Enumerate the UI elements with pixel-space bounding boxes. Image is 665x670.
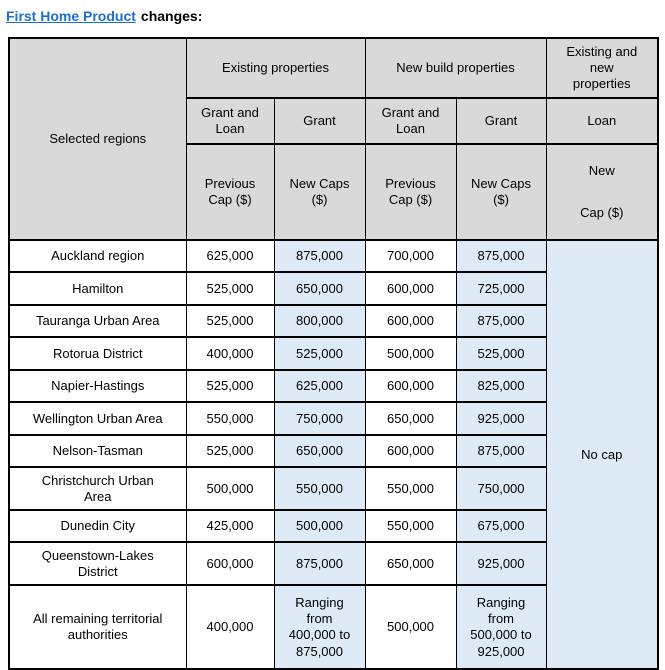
table-row-wellington: Wellington Urban Area 550,000 750,000 65… [8,401,658,437]
value-cell: 925,000 [455,401,547,437]
value-cell: 875,000 [273,541,366,587]
header-new-build-properties: New build properties [364,37,547,99]
region-name-cell: Napier-Hastings [8,369,187,404]
region-name-cell: Tauranga Urban Area [8,304,187,339]
header-existing-properties: Existing properties [185,37,366,99]
value-cell: 525,000 [273,336,366,372]
region-name-cell: Auckland region [8,239,187,274]
value-cell: 875,000 [455,304,547,339]
value-cell: 875,000 [455,434,547,469]
value-cell: 525,000 [455,336,547,372]
value-cell: 525,000 [185,271,275,307]
value-cell: 400,000 [185,336,275,372]
value-cell: 725,000 [455,271,547,307]
table-row-rotorua: Rotorua District 400,000 525,000 500,000… [8,336,658,372]
value-cell: 550,000 [364,466,457,512]
value-cell: 875,000 [273,239,366,274]
region-name-cell: Christchurch Urban Area [8,466,187,512]
value-cell: 550,000 [364,509,457,544]
value-cell: 700,000 [364,239,457,274]
value-cell: 925,000 [455,541,547,587]
value-cell: 650,000 [273,271,366,307]
value-cell: 500,000 [273,509,366,544]
value-cell: 525,000 [185,434,275,469]
title-suffix: changes: [140,8,203,24]
value-cell: 625,000 [273,369,366,404]
value-cell: 875,000 [455,239,547,274]
caps-table: Selected regions Existing properties New… [8,36,660,670]
table-row-auckland: Auckland region 625,000 875,000 700,000 … [8,239,659,670]
table-row-dunedin: Dunedin City 425,000 500,000 550,000 675… [8,509,658,544]
value-cell: 750,000 [455,466,547,512]
header-product-row: Grant and Loan Grant Grant and Loan Gran… [9,97,659,145]
value-cell: 650,000 [364,541,457,587]
value-cell: 500,000 [185,466,275,512]
header-existing-grant: Grant [273,97,366,145]
value-cell: 650,000 [364,401,457,437]
value-cell: 525,000 [185,369,275,404]
table-row-nelson-tasman: Nelson-Tasman 525,000 650,000 600,000 87… [8,434,658,469]
table-row-christchurch: Christchurch Urban Area 500,000 550,000 … [8,466,658,512]
value-cell: 550,000 [273,466,366,512]
value-cell: 800,000 [273,304,366,339]
header-existing-grant-new-caps: New Caps ($) [273,142,366,242]
value-cell: 600,000 [364,271,457,307]
value-cell: 550,000 [185,401,275,437]
region-name-cell: All remaining territorial authorities [8,584,187,670]
header-loan-new-cap-line2: Cap ($) [580,204,624,220]
header-selected-regions: Selected regions [8,36,187,242]
header-loan-new-cap: New Cap ($) [545,142,659,242]
value-cell: 525,000 [185,304,275,339]
region-name-cell: Rotorua District [8,336,187,372]
value-cell: Ranging from 400,000 to 875,000 [273,584,366,670]
header-existing-and-new-properties: Existing and new properties [545,37,659,99]
value-cell: 750,000 [273,401,366,437]
header-loan: Loan [545,97,659,145]
no-cap-cell: No cap [545,239,659,670]
value-cell: 825,000 [455,369,547,404]
header-loan-new-cap-line1: New [588,163,615,179]
region-name-cell: Hamilton [8,271,187,307]
table-row-hamilton: Hamilton 525,000 650,000 600,000 725,000 [8,271,658,307]
first-home-product-link[interactable]: First Home Product [6,8,136,24]
header-group-row: Selected regions Existing properties New… [8,36,659,242]
value-cell: 500,000 [364,336,457,372]
header-newbuild-grantloan-previous-cap: Previous Cap ($) [364,142,457,242]
value-cell: 425,000 [185,509,275,544]
table-row-queenstown-lakes: Queenstown-Lakes District 600,000 875,00… [8,541,658,587]
region-name-cell: Nelson-Tasman [8,434,187,469]
header-existing-and-new-properties-label: Existing and new properties [566,43,638,92]
page-title: First Home Product changes: [6,8,659,24]
value-cell: 675,000 [455,509,547,544]
region-name-cell: Dunedin City [8,509,187,544]
header-existing-grant-and-loan: Grant and Loan [185,97,275,145]
value-cell: 600,000 [185,541,275,587]
value-cell: 650,000 [273,434,366,469]
region-name-cell: Wellington Urban Area [8,401,187,437]
header-existing-grantloan-previous-cap: Previous Cap ($) [185,142,275,242]
value-cell: 600,000 [364,369,457,404]
value-cell: 500,000 [364,584,457,670]
header-cap-row: Previous Cap ($) New Caps ($) Previous C… [9,142,659,242]
value-cell: 600,000 [364,434,457,469]
value-cell: Ranging from 500,000 to 925,000 [455,584,547,670]
table-row-napier-hastings: Napier-Hastings 525,000 625,000 600,000 … [8,369,658,404]
value-cell: 625,000 [185,239,275,274]
region-name-cell: Queenstown-Lakes District [8,541,187,587]
header-newbuild-grant-and-loan: Grant and Loan [364,97,457,145]
header-newbuild-grant: Grant [455,97,547,145]
value-cell: 600,000 [364,304,457,339]
table-row-tauranga: Tauranga Urban Area 525,000 800,000 600,… [8,304,658,339]
header-newbuild-grant-new-caps: New Caps ($) [455,142,547,242]
value-cell: 400,000 [185,584,275,670]
